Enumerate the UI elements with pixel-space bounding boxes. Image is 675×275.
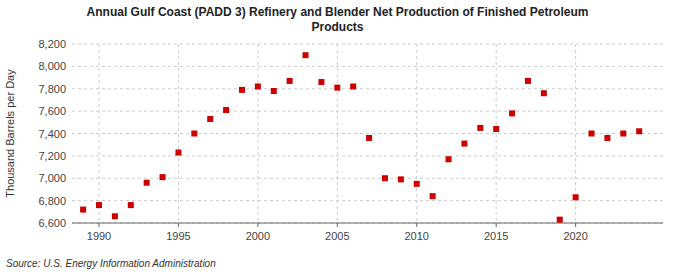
grid-line — [72, 155, 663, 156]
point — [112, 213, 118, 219]
x-tick — [99, 223, 100, 227]
point — [382, 175, 388, 181]
x-tick-label: 2005 — [325, 230, 349, 242]
x-tick-label: 2000 — [246, 230, 270, 242]
point — [80, 207, 86, 213]
point — [223, 107, 229, 113]
point — [366, 135, 372, 141]
point — [207, 116, 213, 122]
point — [509, 110, 515, 116]
point — [318, 79, 324, 85]
x-axis — [72, 223, 663, 224]
x-tick — [496, 223, 497, 227]
point — [477, 125, 483, 131]
y-tick-label: 7,200 — [38, 150, 66, 162]
grid-line — [72, 88, 663, 89]
x-tick — [337, 223, 338, 227]
point — [461, 141, 467, 147]
grid-line — [72, 200, 663, 201]
y-tick-label: 7,000 — [38, 172, 66, 184]
point — [636, 128, 642, 134]
grid-line — [72, 133, 663, 134]
point — [414, 181, 420, 187]
point — [573, 194, 579, 200]
title: Annual Gulf Coast (PADD 3) Refinery and … — [87, 5, 589, 34]
point — [287, 78, 293, 84]
grid-line — [99, 44, 100, 223]
points — [80, 52, 642, 222]
point — [175, 150, 181, 156]
point — [493, 126, 499, 132]
point — [604, 135, 610, 141]
grid-line — [72, 44, 663, 45]
point — [191, 131, 197, 137]
x-tick — [575, 223, 576, 227]
grid-line — [178, 44, 179, 223]
point — [525, 78, 531, 84]
x-tick — [416, 223, 417, 227]
point — [303, 52, 309, 58]
y-tick-label: 7,800 — [38, 83, 66, 95]
point — [557, 217, 563, 223]
point — [350, 84, 356, 90]
point — [128, 202, 134, 208]
y-tick-label: 6,600 — [38, 217, 66, 229]
x-tick-label: 2010 — [405, 230, 429, 242]
x-tick-label: 2015 — [484, 230, 508, 242]
grid-line — [337, 44, 338, 223]
x-tick-label: 1990 — [87, 230, 111, 242]
x-tick-label: 2020 — [563, 230, 587, 242]
y-tick-label: 8,200 — [38, 38, 66, 50]
grid-line — [72, 223, 663, 224]
point — [334, 85, 340, 91]
point — [160, 174, 166, 180]
source-note: Source: U.S. Energy Information Administ… — [6, 258, 216, 269]
y-tick-label: 7,400 — [38, 128, 66, 140]
x-tick — [178, 223, 179, 227]
x-tick — [257, 223, 258, 227]
point — [96, 202, 102, 208]
point — [144, 180, 150, 186]
point — [255, 84, 261, 90]
point — [430, 193, 436, 199]
point — [446, 156, 452, 162]
grid-line — [257, 44, 258, 223]
point — [541, 90, 547, 96]
point — [620, 131, 626, 137]
point — [271, 88, 277, 94]
point — [589, 131, 595, 137]
x-tick-label: 1995 — [166, 230, 190, 242]
chart: Annual Gulf Coast (PADD 3) Refinery and … — [0, 0, 675, 275]
y-axis-label: Thousand Barrels per Day — [4, 69, 16, 198]
grid-line — [72, 66, 663, 67]
grid-line — [496, 44, 497, 223]
grid-line — [72, 111, 663, 112]
y-tick-label: 8,000 — [38, 60, 66, 72]
grid-line — [416, 44, 417, 223]
point — [398, 176, 404, 182]
y-tick-label: 6,800 — [38, 195, 66, 207]
grid — [72, 44, 663, 223]
y-tick-label: 7,600 — [38, 105, 66, 117]
point — [239, 87, 245, 93]
